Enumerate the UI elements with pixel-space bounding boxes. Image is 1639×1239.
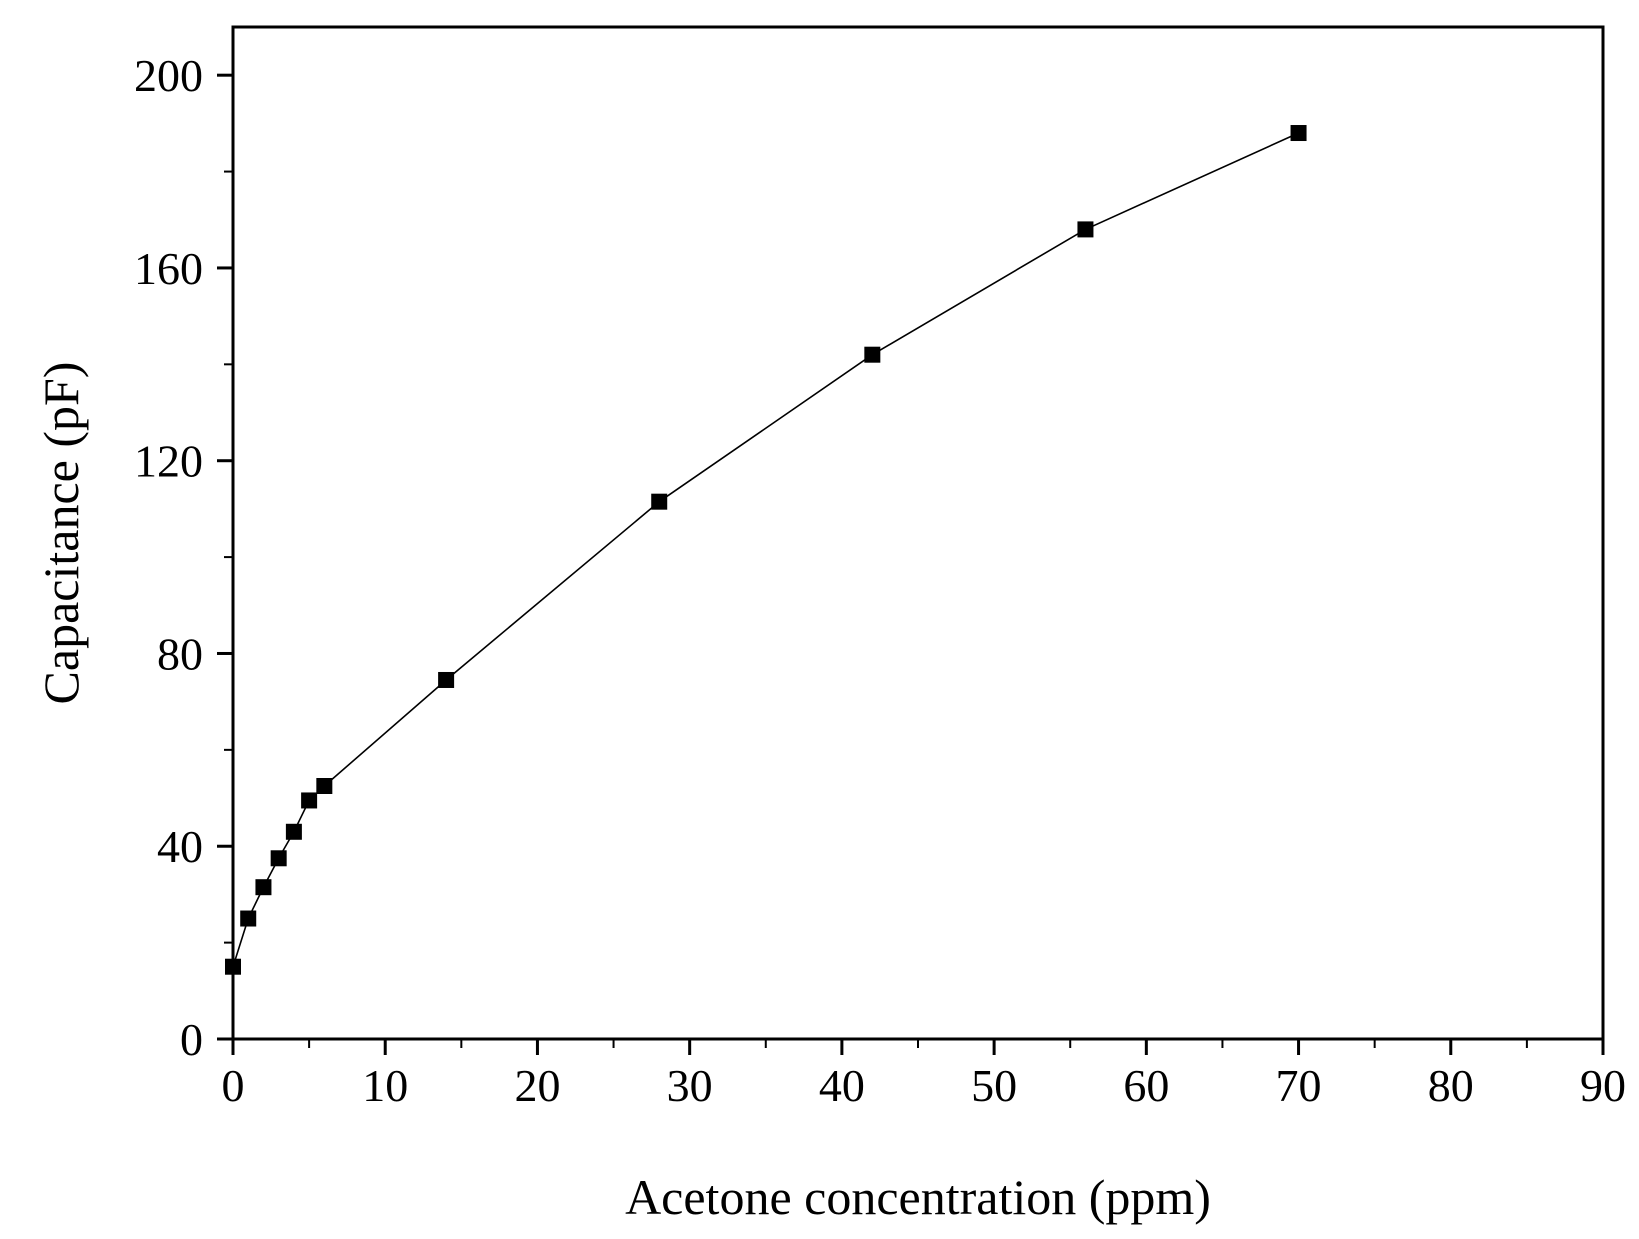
x-axis-ticks: 0 10 20 30 40 50 60 70 80 90 xyxy=(222,1039,1626,1111)
plot-frame xyxy=(231,25,1605,1041)
data-point-marker xyxy=(1290,125,1307,142)
data-point-marker xyxy=(864,346,881,363)
data-point-marker xyxy=(1077,221,1094,238)
data-point-marker xyxy=(225,958,241,975)
y-tick-label: 0 xyxy=(180,1014,203,1065)
y-tick-label: 160 xyxy=(134,243,203,294)
y-tick-label: 120 xyxy=(134,436,203,487)
data-point-marker xyxy=(651,493,668,510)
x-tick-label: 10 xyxy=(362,1060,408,1111)
x-tick-label: 80 xyxy=(1428,1060,1474,1111)
y-tick-label: 80 xyxy=(157,628,203,679)
series-layer xyxy=(225,125,1307,975)
series-line xyxy=(232,132,1299,967)
x-tick-label: 30 xyxy=(667,1060,713,1111)
y-tick-label: 40 xyxy=(157,821,203,872)
data-point-marker xyxy=(301,792,318,809)
data-point-marker xyxy=(316,778,333,794)
x-tick-label: 50 xyxy=(971,1060,1017,1111)
x-tick-label: 0 xyxy=(222,1060,245,1111)
y-axis-ticks: 0 40 80 120 160 200 xyxy=(134,50,233,1065)
x-tick-label: 40 xyxy=(819,1060,865,1111)
y-axis-title: Capacitance (pF) xyxy=(33,362,89,705)
x-tick-label: 70 xyxy=(1276,1060,1322,1111)
x-tick-label: 20 xyxy=(514,1060,560,1111)
data-point-marker xyxy=(255,879,272,896)
data-point-marker xyxy=(285,823,302,840)
x-tick-label: 90 xyxy=(1580,1060,1626,1111)
x-tick-label: 60 xyxy=(1123,1060,1169,1111)
y-tick-label: 200 xyxy=(134,50,203,101)
x-axis-title: Acetone concentration (ppm) xyxy=(625,1169,1211,1225)
data-point-marker xyxy=(438,671,455,688)
data-point-marker xyxy=(240,910,257,927)
data-point-marker xyxy=(270,850,287,867)
